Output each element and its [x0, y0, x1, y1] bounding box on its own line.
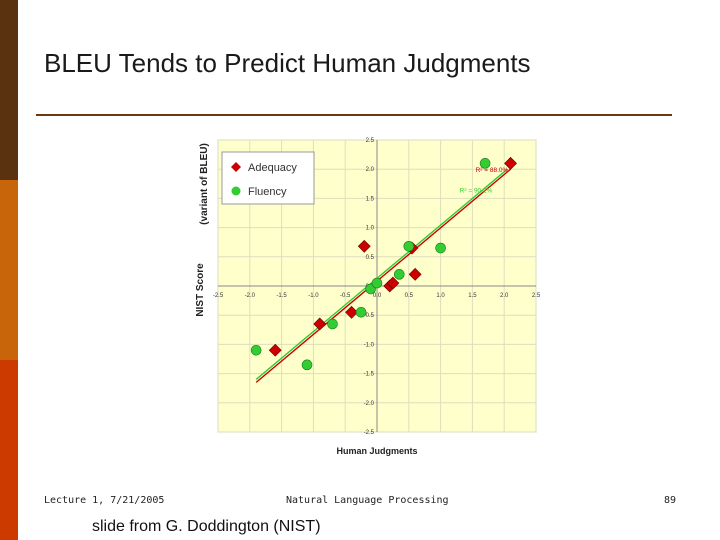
y-tick-label: 1.0	[366, 226, 375, 232]
adequacy-point	[268, 343, 282, 357]
fluency-point	[403, 240, 415, 252]
sidebar-band-top	[0, 0, 18, 180]
fluency-point	[479, 158, 491, 169]
x-tick-label: -1.5	[276, 293, 287, 299]
r-squared-label: R² = 88.0%	[476, 167, 509, 174]
legend-label-adequacy: Adequacy	[248, 162, 297, 174]
x-tick-label: 0.0	[373, 293, 382, 299]
adequacy-point	[345, 305, 358, 319]
y-tick-label: -2.0	[364, 401, 375, 407]
legend-marker-fluency	[231, 186, 241, 196]
x-tick-label: -1.0	[308, 293, 319, 299]
y-tick-label: 2.5	[366, 138, 375, 144]
x-tick-label: 2.5	[532, 293, 541, 299]
adequacy-point	[386, 276, 400, 290]
fluency-point	[371, 277, 383, 289]
y-axis-title: NIST Score	[195, 263, 206, 317]
adequacy-point	[408, 267, 422, 281]
trendline-fluency	[255, 168, 508, 380]
footer-page-number: 89	[664, 495, 677, 506]
x-tick-label: -0.5	[340, 293, 351, 299]
y-tick-label: 2.0	[366, 167, 375, 173]
x-tick-label: 0.5	[405, 293, 414, 299]
x-tick-label: 2.0	[500, 293, 509, 299]
y-tick-label: -0.5	[364, 313, 375, 319]
slide-title: BLEU Tends to Predict Human Judgments	[44, 48, 531, 78]
y-tick-label: 1.5	[366, 196, 375, 202]
trendline-adequacy	[255, 168, 512, 383]
y-axis-subtitle: (variant of BLEU)	[199, 143, 210, 225]
legend-marker-adequacy	[231, 162, 241, 172]
legend-box	[221, 151, 315, 205]
fluency-point	[301, 359, 313, 371]
adequacy-point	[313, 317, 327, 331]
x-tick-label: -2.5	[213, 293, 224, 299]
y-tick-label: -2.5	[364, 430, 375, 436]
x-axis-title: Human Judgments	[336, 446, 417, 456]
title-divider	[36, 114, 672, 116]
fluency-point	[355, 306, 367, 318]
y-tick-label: -1.0	[364, 342, 375, 348]
x-tick-label: -2.0	[245, 293, 256, 299]
r-squared-label: R² = 90.2%	[460, 188, 493, 195]
x-tick-label: 1.0	[436, 293, 445, 299]
fluency-point	[393, 269, 405, 280]
x-tick-label: 1.5	[468, 293, 477, 299]
slide-credit: slide from G. Doddington (NIST)	[92, 518, 321, 535]
y-tick-label: -1.5	[364, 372, 375, 378]
y-tick-label: 0.5	[366, 255, 375, 261]
fluency-point	[435, 242, 446, 254]
footer-course: Natural Language Processing	[286, 495, 449, 506]
sidebar-band-middle	[0, 180, 18, 360]
scatter-chart: -2.5 -2.0 -1.5 -1.0 -0.5 0.0 0.5 1.0 1.5 2.0 2.5 2.…	[195, 138, 541, 456]
slide-sidebar	[0, 0, 18, 540]
sidebar-band-bottom	[0, 360, 18, 540]
adequacy-point	[504, 156, 517, 170]
fluency-point	[250, 344, 262, 356]
adequacy-point	[357, 239, 371, 253]
footer-lecture: Lecture 1, 7/21/2005	[44, 495, 165, 506]
legend-label-fluency: Fluency	[248, 186, 287, 198]
fluency-point	[327, 318, 338, 330]
